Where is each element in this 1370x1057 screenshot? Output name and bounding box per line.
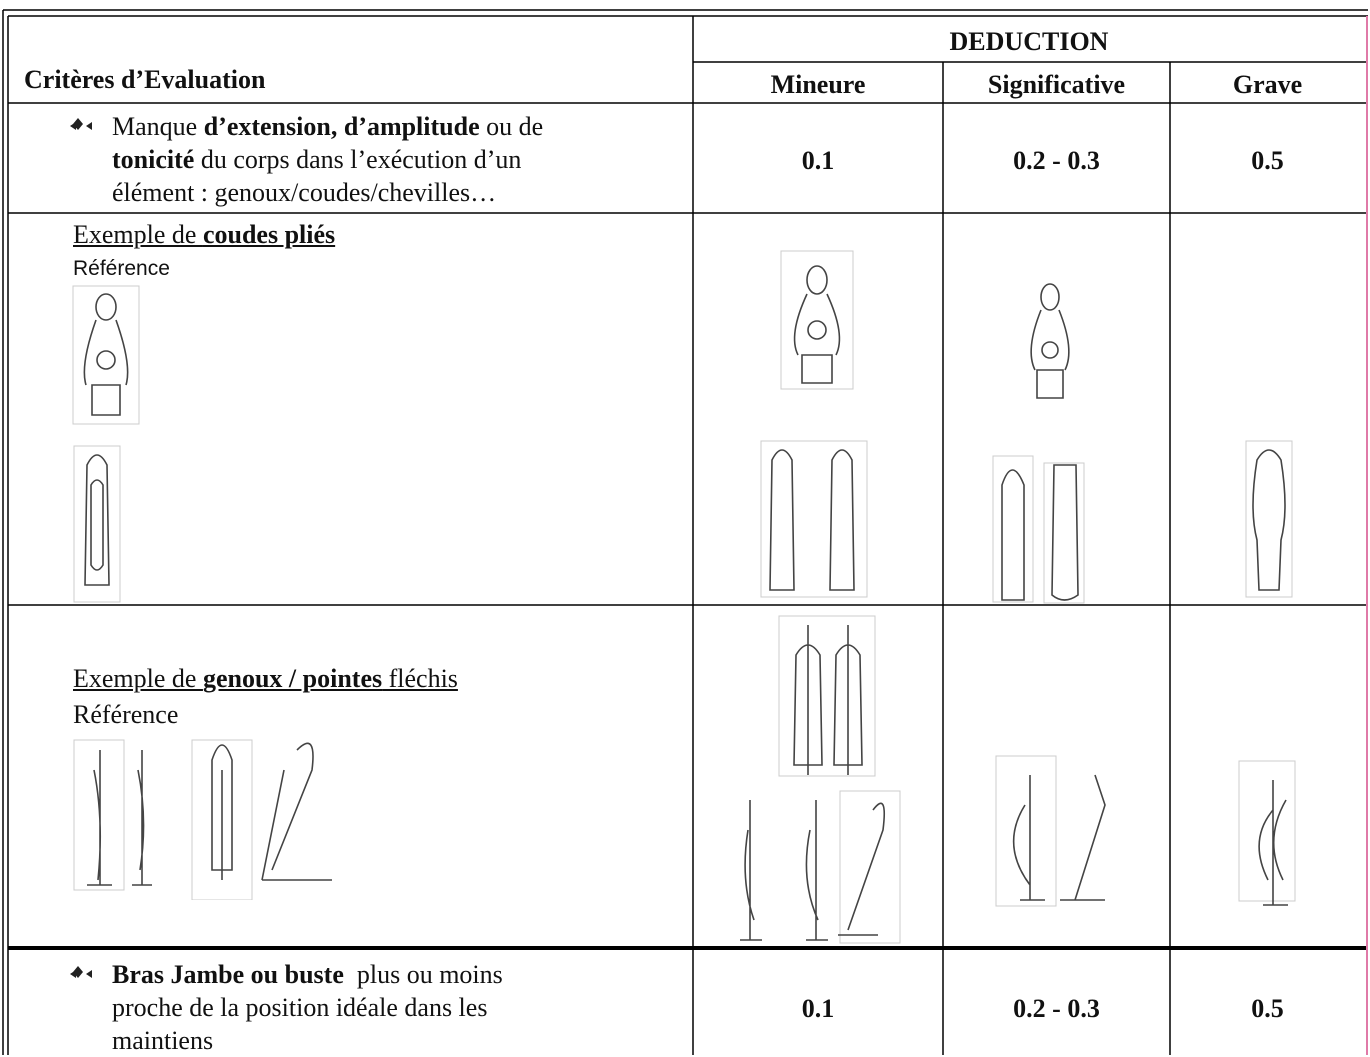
header-column: Grave: [1232, 70, 1303, 99]
figure: [1030, 283, 1070, 399]
text: ou de: [479, 112, 544, 141]
header-group: DEDUCTION: [949, 27, 1109, 56]
text: Exemple de: [73, 220, 203, 249]
figure: [73, 445, 121, 603]
reference: Référence: [73, 257, 170, 280]
text: Manque: [112, 112, 204, 141]
figure: [778, 615, 876, 777]
figure: [992, 455, 1085, 604]
deduction: 0.5: [1251, 994, 1284, 1023]
figure: [740, 790, 901, 944]
example-title: Exemple de coudes pliés: [73, 218, 335, 251]
figure: [1245, 440, 1293, 598]
deduction: 0.1: [801, 146, 835, 175]
example-title: Exemple de genoux / pointes fléchis: [73, 662, 458, 695]
text: du corps dans l’exécution d’un: [194, 145, 522, 174]
deduction: 0.2 - 0.3: [1013, 994, 1100, 1023]
text: Bras Jambe ou buste: [112, 960, 344, 989]
deduction: 0.5: [1251, 146, 1284, 175]
text: genoux / pointes: [202, 664, 383, 693]
text: élément : genoux/coudes/chevilles…: [112, 178, 497, 207]
header-column: Mineure: [770, 70, 866, 99]
text: plus ou moins: [343, 960, 503, 989]
figure: [1238, 760, 1296, 906]
figure: [72, 285, 140, 425]
text: maintiens: [112, 1026, 214, 1055]
deduction: 0.1: [801, 994, 835, 1023]
header-criteria: Critères d’Evaluation: [24, 65, 266, 94]
criterion: Manque d’extension, d’amplitude ou de to…: [112, 110, 543, 209]
reference: Référence: [73, 700, 179, 729]
text: coudes pliés: [202, 220, 336, 249]
text: d’extension, d’amplitude: [203, 112, 480, 141]
header-column: Significative: [987, 70, 1126, 99]
figure: [760, 440, 868, 598]
deduction: 0.2 - 0.3: [1013, 146, 1100, 175]
text: Exemple de: [73, 664, 203, 693]
figure: [995, 755, 1106, 907]
text: fléchis: [382, 664, 458, 693]
figure: [73, 739, 332, 900]
text: proche de la position idéale dans les: [112, 993, 488, 1022]
text: tonicité: [112, 145, 195, 174]
criterion: Bras Jambe ou buste plus ou moins proche…: [112, 958, 503, 1057]
figure: [780, 250, 854, 390]
